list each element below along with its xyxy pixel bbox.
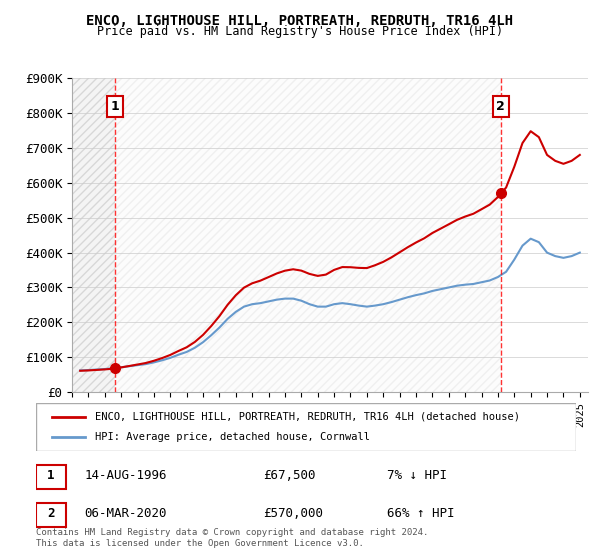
FancyBboxPatch shape	[36, 465, 66, 489]
Text: ENCO, LIGHTHOUSE HILL, PORTREATH, REDRUTH, TR16 4LH: ENCO, LIGHTHOUSE HILL, PORTREATH, REDRUT…	[86, 14, 514, 28]
Text: ENCO, LIGHTHOUSE HILL, PORTREATH, REDRUTH, TR16 4LH (detached house): ENCO, LIGHTHOUSE HILL, PORTREATH, REDRUT…	[95, 412, 520, 422]
Text: £570,000: £570,000	[263, 507, 323, 520]
Bar	[72, 78, 115, 392]
Text: HPI: Average price, detached house, Cornwall: HPI: Average price, detached house, Corn…	[95, 432, 370, 442]
Text: Price paid vs. HM Land Registry's House Price Index (HPI): Price paid vs. HM Land Registry's House …	[97, 25, 503, 38]
Bar	[115, 78, 500, 392]
FancyBboxPatch shape	[36, 502, 66, 527]
Text: 2: 2	[47, 507, 55, 520]
Text: 2: 2	[496, 100, 505, 113]
Text: £67,500: £67,500	[263, 469, 316, 482]
FancyBboxPatch shape	[36, 403, 576, 451]
Text: 7% ↓ HPI: 7% ↓ HPI	[387, 469, 447, 482]
Text: 1: 1	[47, 469, 55, 482]
Text: 14-AUG-1996: 14-AUG-1996	[85, 469, 167, 482]
Text: 1: 1	[110, 100, 119, 113]
Text: 06-MAR-2020: 06-MAR-2020	[85, 507, 167, 520]
Text: 66% ↑ HPI: 66% ↑ HPI	[387, 507, 455, 520]
Text: Contains HM Land Registry data © Crown copyright and database right 2024.
This d: Contains HM Land Registry data © Crown c…	[36, 528, 428, 548]
